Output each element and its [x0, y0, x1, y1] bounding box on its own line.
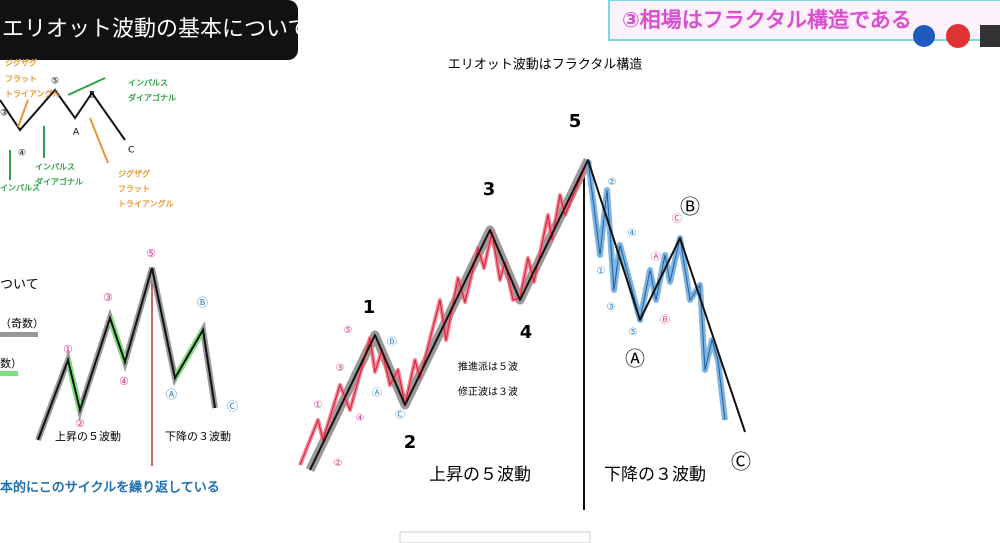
wave-number: 4 — [520, 322, 533, 343]
caption: 下降の３波動 — [604, 465, 706, 485]
label: C — [128, 146, 134, 156]
toolbar[interactable] — [399, 531, 591, 543]
sub-wave-label: ④ — [356, 413, 365, 424]
label: ③ — [0, 109, 8, 119]
icon[interactable] — [946, 24, 970, 48]
sub-wave-label: Ⓒ — [395, 409, 405, 421]
header-title: エリオット波動の基本について — [2, 17, 309, 42]
wave-number: 5 — [569, 111, 582, 132]
label: ④ — [18, 149, 26, 159]
sub-wave-label: ⑤ — [629, 327, 638, 338]
label: A — [73, 128, 80, 138]
corrective-label: Ⓒ — [731, 450, 751, 474]
legend-swatch — [0, 332, 38, 337]
label: フラット — [118, 185, 150, 194]
icon[interactable] — [980, 25, 1000, 47]
banner-box — [608, 0, 1000, 41]
header-box — [0, 0, 298, 60]
main-diagram: エリオット波動はフラクタル構造 1 2 3 4 5 ① ② ③ ④ ⑤ Ⓐ Ⓑ … — [298, 58, 751, 510]
label: トライアングル — [118, 199, 174, 209]
sub-wave-label: Ⓑ — [387, 336, 397, 348]
label: インパルス — [35, 162, 75, 172]
wave-label: ⑤ — [146, 247, 156, 260]
corrective-label: Ⓐ — [625, 347, 645, 371]
legend-swatch — [0, 371, 18, 376]
banner-title: ③相場はフラクタル構造である — [622, 8, 912, 32]
caption: 下降の３波動 — [165, 429, 231, 443]
wave-label: ④ — [119, 375, 129, 388]
label: インパルス — [0, 183, 40, 193]
label: ジグザグ — [118, 169, 150, 179]
left-panel: ついて （奇数） 数） ① ② ③ ④ ⑤ Ⓐ Ⓑ Ⓒ 上昇の５波動 下降の３波… — [0, 247, 238, 496]
sub-wave-label: Ⓐ — [651, 251, 661, 263]
wave-number: 3 — [483, 179, 496, 200]
left-top-diagram: ジグザグ フラット トライアングル ⑤ インパルス ダイアゴナル B ③ A ④… — [0, 58, 176, 209]
sub-wave-label: ④ — [628, 228, 637, 239]
sub-wave-label: ③ — [607, 302, 616, 313]
sub-wave-label: Ⓑ — [660, 314, 670, 326]
label: ⑤ — [51, 77, 59, 87]
sub-wave-label: ① — [314, 400, 323, 411]
wave-label: Ⓑ — [197, 296, 208, 309]
wave-label: ③ — [103, 291, 113, 304]
note: 修正波は３波 — [458, 385, 518, 398]
sub-wave-label: ① — [597, 266, 606, 277]
sub-wave-label: ② — [608, 177, 617, 188]
caption: 上昇の５波動 — [55, 429, 121, 443]
heading: ついて — [0, 278, 39, 293]
label: ダイアゴナル — [35, 177, 83, 187]
label: フラット — [5, 75, 37, 84]
note: 推進派は５波 — [458, 360, 518, 373]
wave-label: Ⓒ — [227, 400, 238, 413]
footer: 本的にこのサイクルを繰り返している — [0, 480, 220, 496]
icon[interactable] — [913, 25, 935, 47]
wave-number: 1 — [363, 297, 376, 318]
caption: 上昇の５波動 — [429, 465, 531, 485]
label: ジグザグ — [5, 58, 37, 68]
label: トライアングル — [5, 89, 61, 99]
label: ダイアゴナル — [128, 93, 176, 103]
sub-wave-label: ⑤ — [344, 325, 353, 336]
sub-wave-label: ③ — [336, 363, 345, 374]
sub-wave-label: ② — [334, 458, 343, 469]
wave-number: 2 — [404, 432, 417, 453]
sub-wave-label: Ⓐ — [372, 387, 382, 399]
wave-label: Ⓐ — [166, 388, 177, 401]
sub-wave-label: Ⓒ — [672, 213, 682, 225]
diagram-title: エリオット波動はフラクタル構造 — [448, 58, 642, 73]
wave-label: ② — [75, 417, 85, 430]
corrective-label: Ⓑ — [680, 195, 700, 219]
label: インパルス — [128, 78, 168, 88]
label: B — [89, 91, 95, 101]
legend-label: 数） — [0, 357, 22, 370]
wave-label: ① — [63, 343, 73, 356]
legend-label: （奇数） — [0, 317, 44, 330]
